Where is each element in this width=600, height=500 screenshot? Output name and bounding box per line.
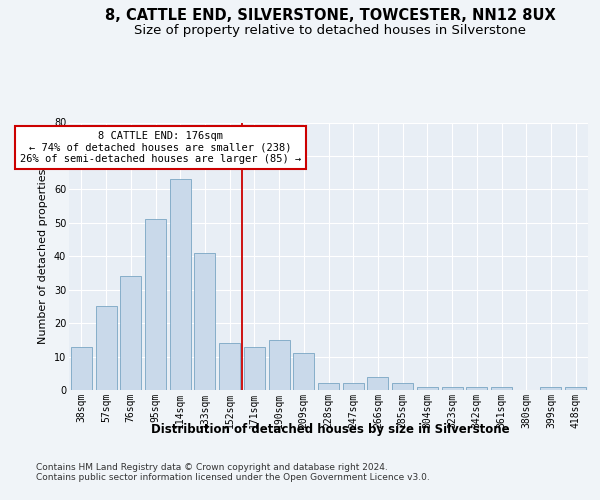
- Bar: [318, 384, 339, 390]
- Bar: [219, 343, 240, 390]
- Bar: [145, 220, 166, 390]
- Bar: [417, 386, 438, 390]
- Bar: [170, 180, 191, 390]
- Bar: [466, 386, 487, 390]
- Text: 8, CATTLE END, SILVERSTONE, TOWCESTER, NN12 8UX: 8, CATTLE END, SILVERSTONE, TOWCESTER, N…: [104, 8, 556, 22]
- Bar: [120, 276, 141, 390]
- Bar: [541, 386, 562, 390]
- Text: 8 CATTLE END: 176sqm
← 74% of detached houses are smaller (238)
26% of semi-deta: 8 CATTLE END: 176sqm ← 74% of detached h…: [20, 131, 301, 164]
- Bar: [343, 384, 364, 390]
- Bar: [269, 340, 290, 390]
- Bar: [442, 386, 463, 390]
- Bar: [293, 353, 314, 390]
- Bar: [392, 384, 413, 390]
- Bar: [71, 346, 92, 390]
- Bar: [244, 346, 265, 390]
- Bar: [565, 386, 586, 390]
- Y-axis label: Number of detached properties: Number of detached properties: [38, 168, 48, 344]
- Bar: [95, 306, 116, 390]
- Bar: [194, 253, 215, 390]
- Text: Distribution of detached houses by size in Silverstone: Distribution of detached houses by size …: [151, 422, 509, 436]
- Bar: [491, 386, 512, 390]
- Text: Size of property relative to detached houses in Silverstone: Size of property relative to detached ho…: [134, 24, 526, 37]
- Text: Contains HM Land Registry data © Crown copyright and database right 2024.
Contai: Contains HM Land Registry data © Crown c…: [36, 462, 430, 482]
- Bar: [367, 376, 388, 390]
